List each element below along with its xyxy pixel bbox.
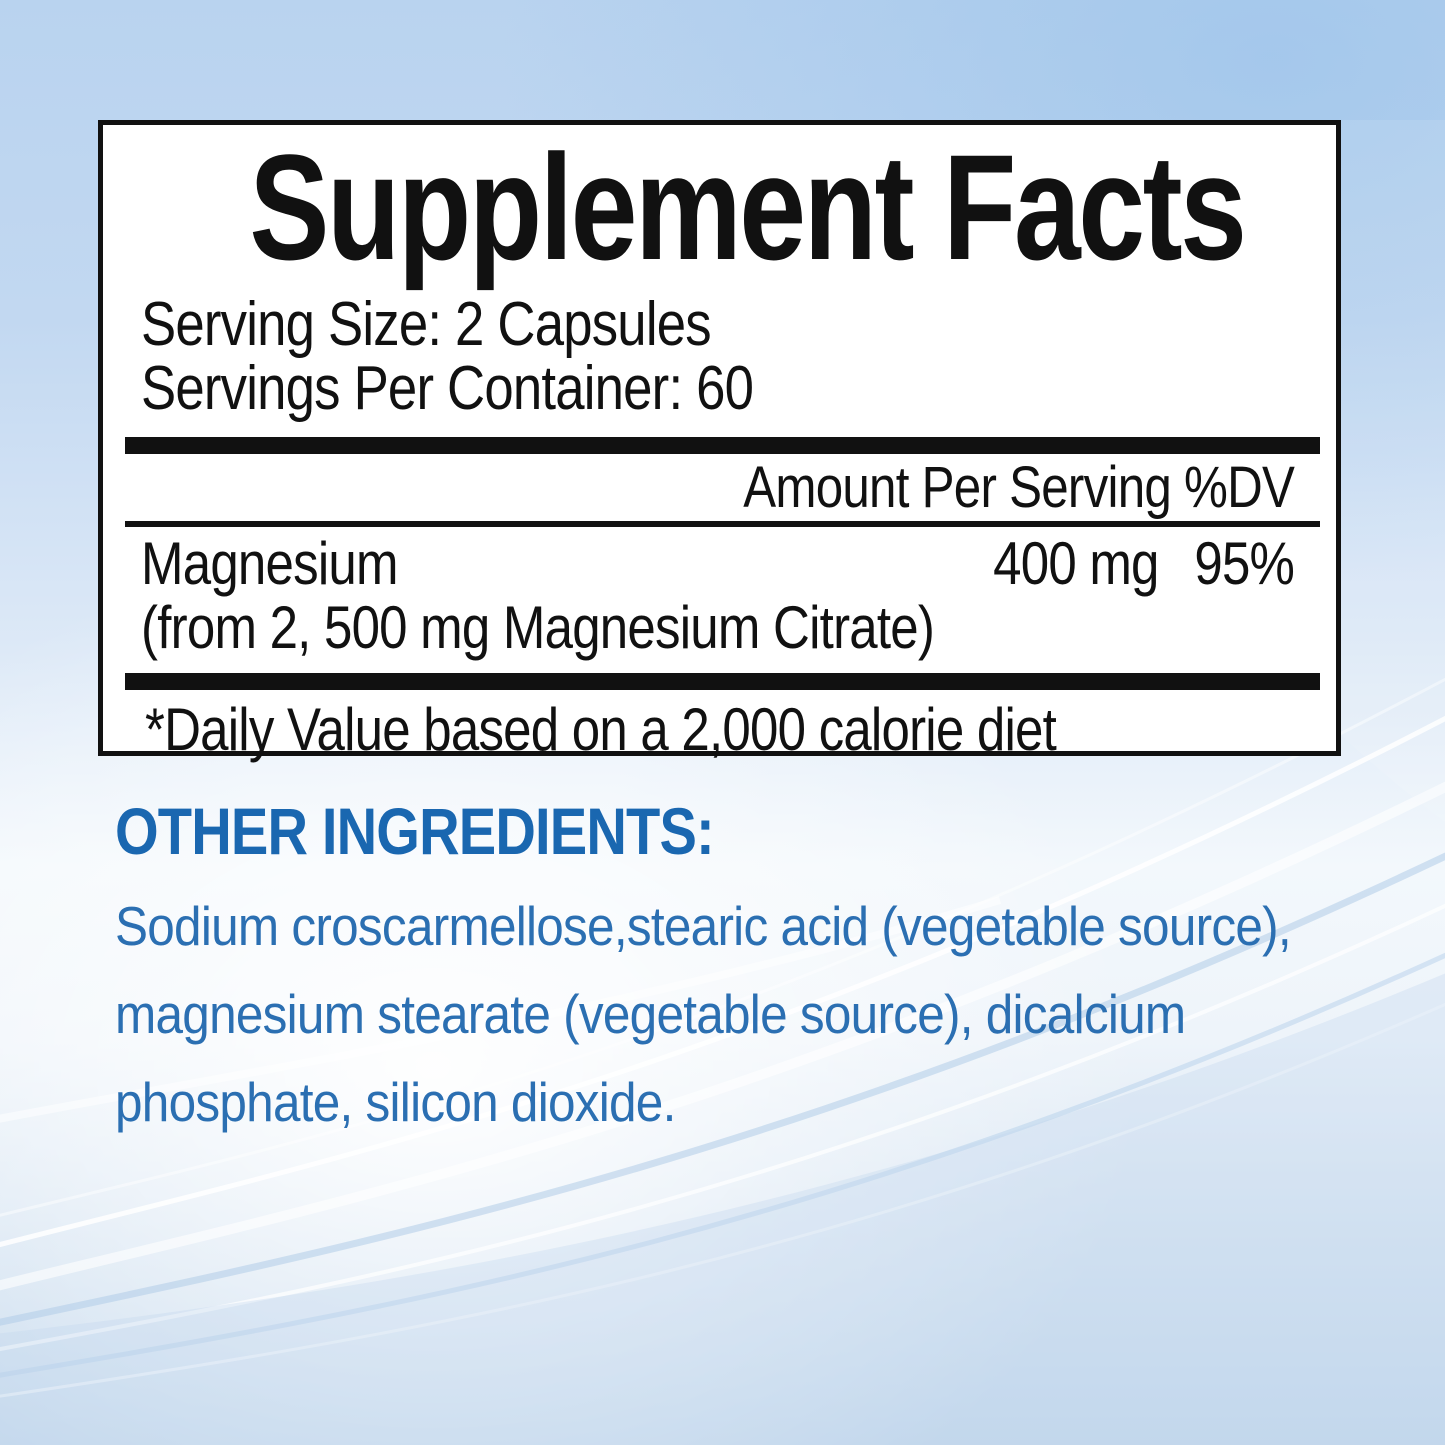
thick-divider-bottom <box>125 673 1320 690</box>
other-ingredients-line: magnesium stearate (vegetable source), d… <box>115 983 1186 1045</box>
nutrient-amount-group: 400 mg 95% <box>992 530 1295 597</box>
amount-per-serving-header: Amount Per Serving %DV <box>743 455 1295 520</box>
supplement-facts-title: Supplement Facts <box>125 123 1320 291</box>
other-ingredients-section: OTHER INGREDIENTS: Sodium croscarmellose… <box>115 796 1395 1146</box>
other-ingredients-heading: OTHER INGREDIENTS: <box>115 794 715 868</box>
serving-size-line: Serving Size: 2 Capsules <box>141 290 712 359</box>
thick-divider-top <box>125 437 1320 454</box>
nutrient-name: Magnesium <box>141 530 399 597</box>
thin-divider <box>125 521 1320 527</box>
daily-value-footnote: *Daily Value based on a 2,000 calorie di… <box>145 696 1057 763</box>
serving-info: Serving Size: 2 Capsules Servings Per Co… <box>125 293 1320 421</box>
nutrient-amount: 400 mg <box>992 530 1159 597</box>
supplement-facts-panel: Supplement Facts Serving Size: 2 Capsule… <box>98 120 1341 762</box>
nutrient-dv: 95% <box>1194 530 1295 597</box>
other-ingredients-line: phosphate, silicon dioxide. <box>115 1071 676 1133</box>
nutrient-source-note: (from 2, 500 mg Magnesium Citrate) <box>141 594 935 661</box>
supplement-facts-title-text: Supplement Facts <box>249 123 1247 291</box>
other-ingredients-body: Sodium croscarmellose,stearic acid (vege… <box>115 882 1395 1146</box>
other-ingredients-line: Sodium croscarmellose,stearic acid (vege… <box>115 895 1292 957</box>
servings-per-container-line: Servings Per Container: 60 <box>141 354 754 423</box>
nutrient-row-magnesium: Magnesium 400 mg 95% <box>125 533 1320 595</box>
